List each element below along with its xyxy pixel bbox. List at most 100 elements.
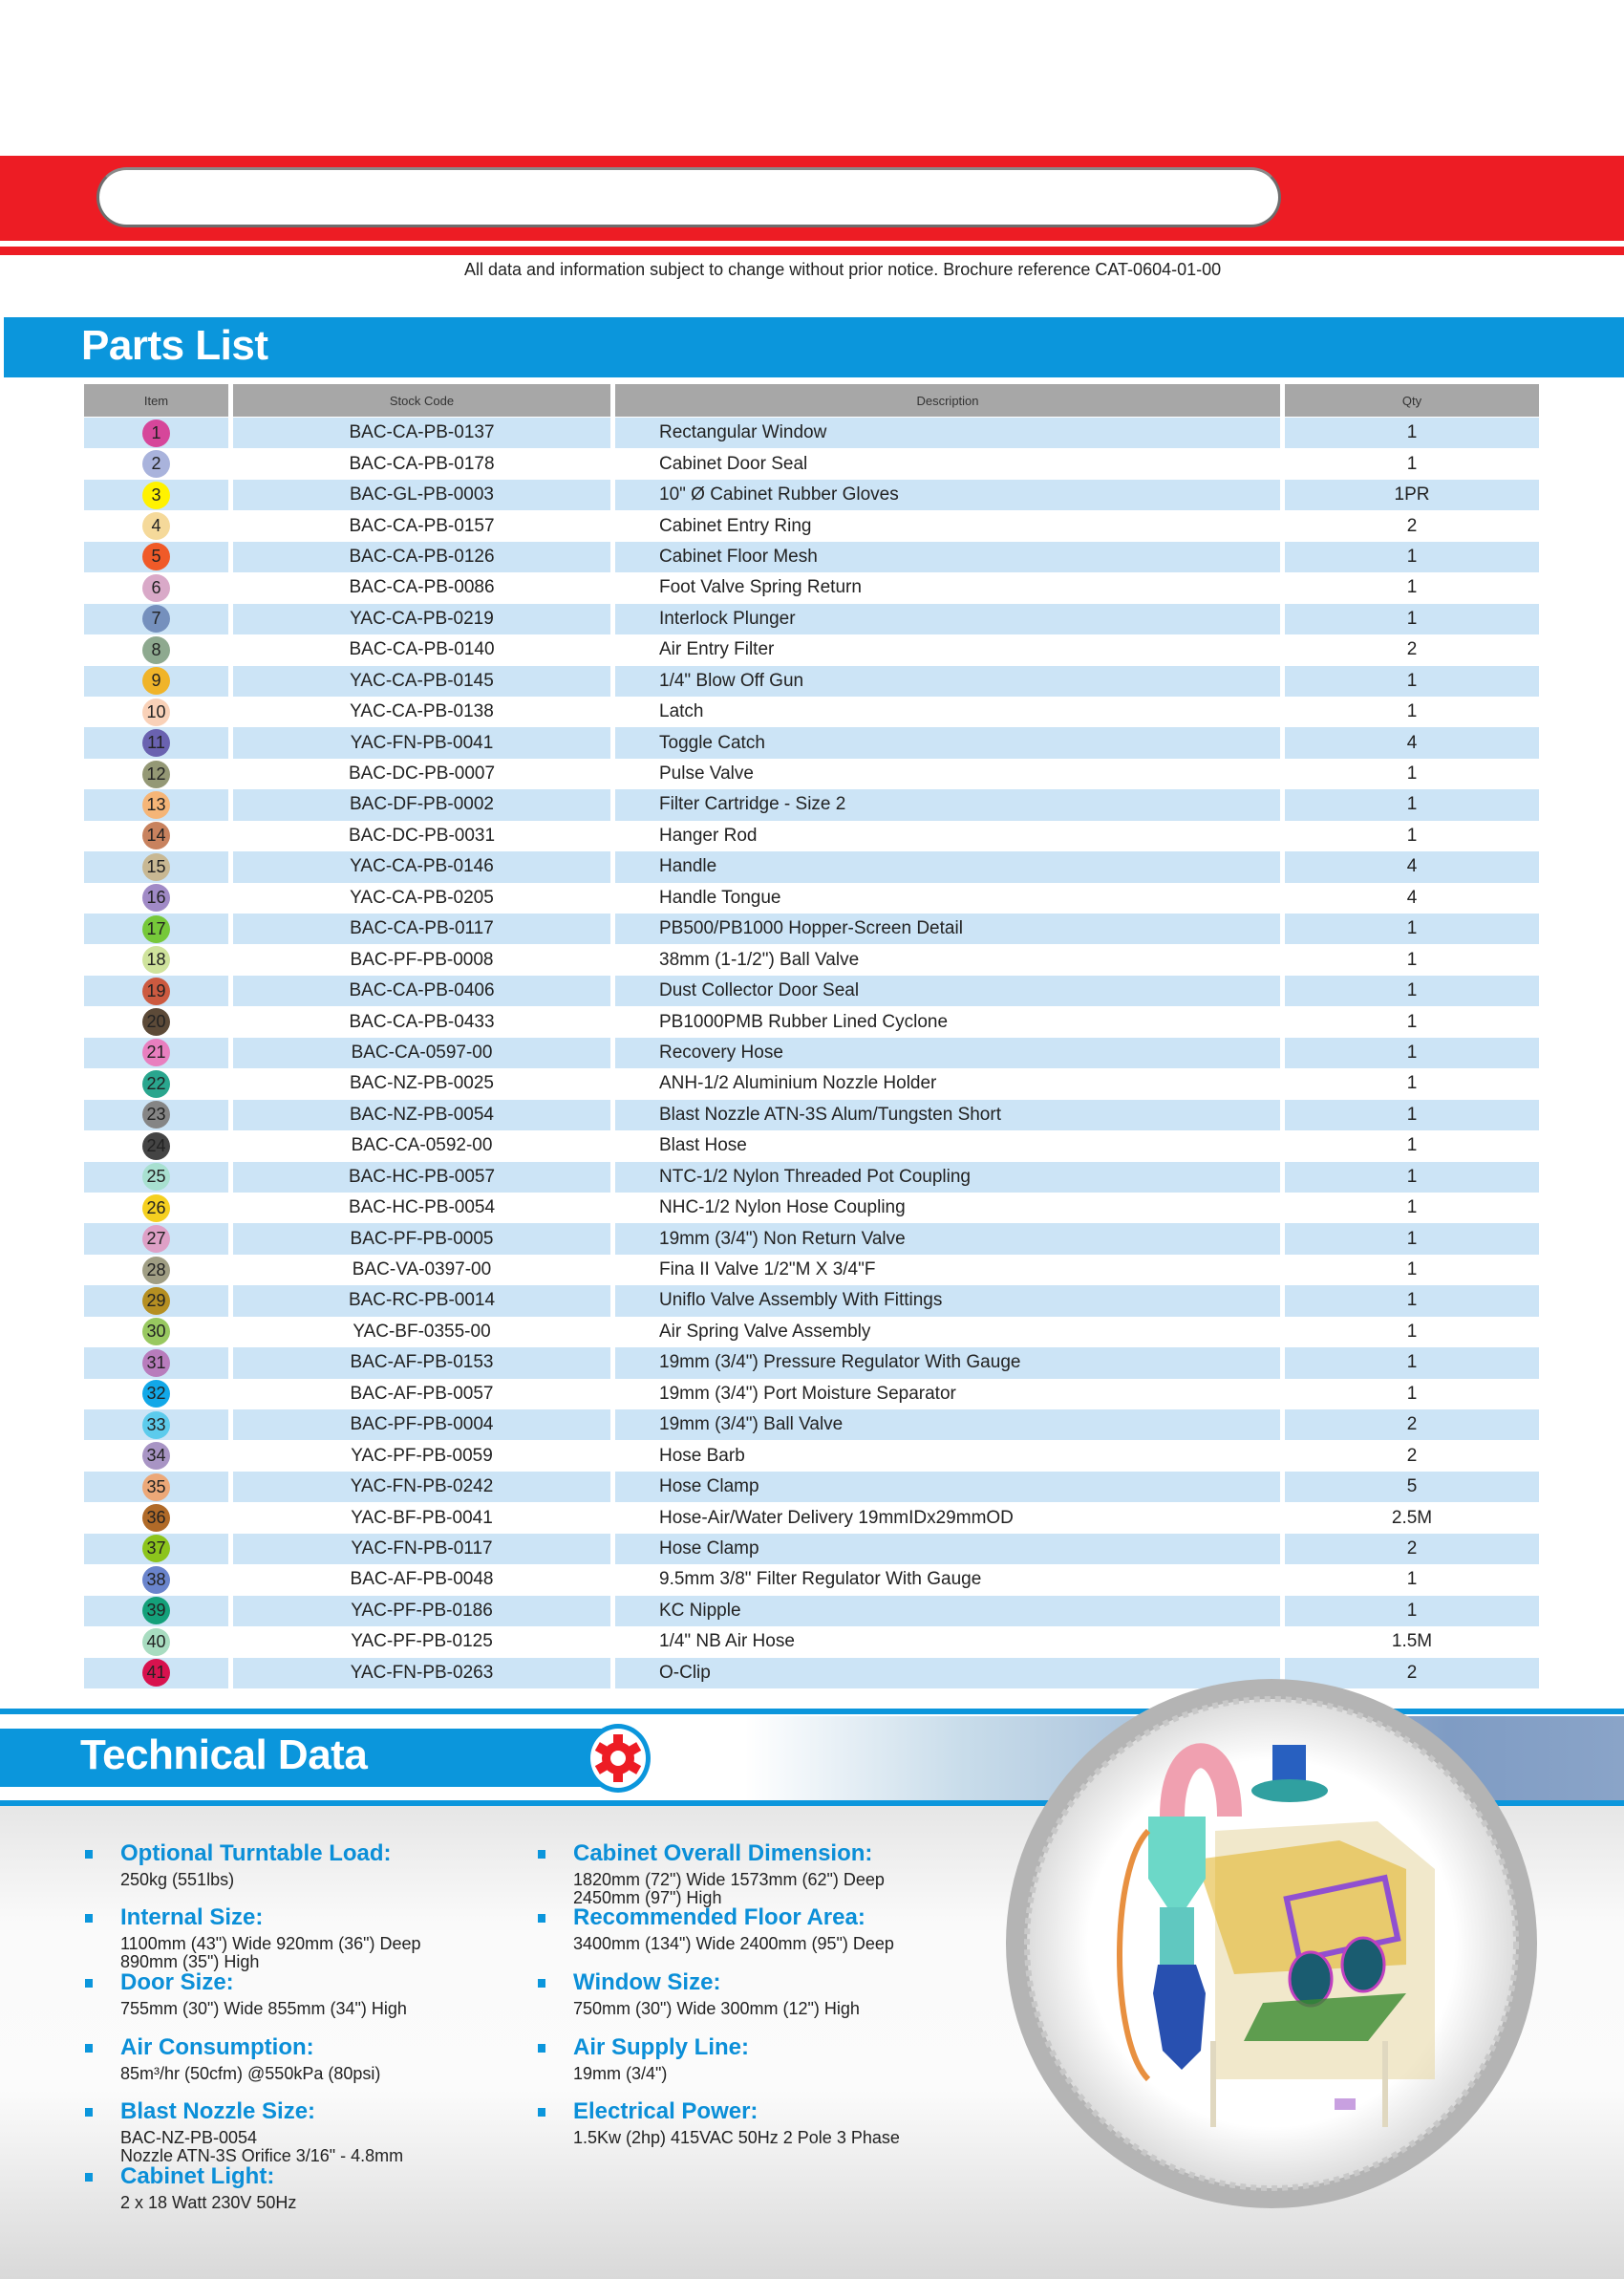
item-number-badge: 24 xyxy=(142,1131,170,1160)
description-cell: Cabinet Entry Ring xyxy=(659,515,812,536)
item-cell: 10 xyxy=(84,697,228,727)
table-row: 15 YAC-CA-PB-0146 Handle 4 xyxy=(84,851,1540,883)
stock-code-cell: YAC-PF-PB-0186 xyxy=(233,1595,610,1627)
description-cell: Cabinet Floor Mesh xyxy=(615,541,1280,573)
table-row: 29 BAC-RC-PB-0014 Uniflo Valve Assembly Wi… xyxy=(84,1285,1540,1317)
description-cell: 19mm (3/4") Non Return Valve xyxy=(615,1223,1280,1255)
description-cell: Blast Hose xyxy=(659,1135,747,1156)
table-row: 28 BAC-VA-0397-00 Fina II Valve 1/2"M X 3/… xyxy=(84,1255,1540,1285)
description-cell: 19mm (3/4") Ball Valve xyxy=(615,1409,1280,1441)
column-header-description: Description xyxy=(615,384,1280,417)
item-cell: 8 xyxy=(84,634,228,665)
item-number-badge: 21 xyxy=(142,1039,170,1067)
description-cell: Hose Clamp xyxy=(615,1533,1280,1565)
bullet-icon xyxy=(85,2108,93,2117)
item-number-badge: 28 xyxy=(142,1256,170,1284)
description-cell: Blast Nozzle ATN-3S Alum/Tungsten Short xyxy=(615,1099,1280,1131)
stock-code-cell: YAC-PF-PB-0125 xyxy=(351,1631,493,1652)
item-cell: 5 xyxy=(84,541,228,573)
item-cell: 1 xyxy=(84,418,228,449)
qty-cell: 1 xyxy=(1285,789,1539,821)
qty-cell: 2 xyxy=(1406,1445,1418,1466)
stock-code-cell: BAC-DC-PB-0031 xyxy=(348,825,496,846)
description-cell: Hose Barb xyxy=(659,1445,745,1466)
table-row: 36 YAC-BF-PB-0041 Hose-Air/Water Delivery … xyxy=(84,1502,1540,1533)
item-number-badge: 23 xyxy=(142,1101,170,1129)
qty-cell: 1 xyxy=(1406,763,1418,785)
qty-cell: 2 xyxy=(1285,1409,1539,1441)
bullet-icon xyxy=(538,1850,545,1859)
item-number-badge: 10 xyxy=(142,698,170,726)
item-cell: 19 xyxy=(84,975,228,1007)
description-cell: 19mm (3/4") Pressure Regulator With Gaug… xyxy=(615,1347,1280,1379)
spec-title: Cabinet Light: xyxy=(120,2163,275,2189)
stock-code-cell: BAC-CA-0592-00 xyxy=(351,1135,493,1156)
spec-title: Air Supply Line: xyxy=(573,2034,750,2060)
qty-cell: 1 xyxy=(1285,665,1539,697)
stock-code-cell: YAC-CA-PB-0205 xyxy=(350,887,494,908)
description-cell: Handle Tongue xyxy=(659,887,781,908)
item-cell: 14 xyxy=(84,821,228,851)
qty-cell: 1PR xyxy=(1285,479,1539,511)
item-cell: 18 xyxy=(84,944,228,975)
stock-code-cell: YAC-CA-PB-0138 xyxy=(350,701,494,722)
qty-cell: 2.5M xyxy=(1391,1507,1433,1528)
stock-code-cell: BAC-RC-PB-0014 xyxy=(233,1285,610,1317)
item-number-badge: 5 xyxy=(142,543,170,571)
description-cell: Foot Valve Spring Return xyxy=(659,577,862,598)
table-row: 12 BAC-DC-PB-0007 Pulse Valve 1 xyxy=(84,759,1540,789)
bullet-icon xyxy=(538,1979,545,1988)
item-number-badge: 26 xyxy=(142,1193,170,1222)
spec-value: 755mm (30") Wide 855mm (34") High xyxy=(120,1999,407,2018)
stock-code-cell: BAC-CA-PB-0157 xyxy=(349,515,495,536)
description-cell: Handle xyxy=(615,851,1280,883)
stock-code-cell: BAC-HC-PB-0057 xyxy=(233,1161,610,1193)
qty-cell: 1 xyxy=(1285,1285,1539,1317)
parts-list-banner xyxy=(4,317,1624,377)
item-number-badge: 7 xyxy=(142,605,170,634)
header-title-box xyxy=(96,167,1281,227)
spec-title: Air Consumption: xyxy=(120,2034,314,2060)
table-row: 37 YAC-FN-PB-0117 Hose Clamp 2 xyxy=(84,1533,1540,1565)
description-cell: ANH-1/2 Aluminium Nozzle Holder xyxy=(659,1073,937,1094)
table-row: 14 BAC-DC-PB-0031 Hanger Rod 1 xyxy=(84,821,1540,851)
description-cell: 1/4" NB Air Hose xyxy=(659,1631,795,1652)
spec-item: Optional Turntable Load: 250kg (551lbs) xyxy=(85,1840,392,1889)
stock-code-cell: BAC-GL-PB-0003 xyxy=(233,479,610,511)
qty-cell: 1 xyxy=(1285,1161,1539,1193)
qty-cell: 1 xyxy=(1285,1099,1539,1131)
item-number-badge: 4 xyxy=(142,512,170,541)
item-number-badge: 17 xyxy=(142,914,170,943)
stock-code-cell: YAC-FN-PB-0041 xyxy=(233,727,610,759)
item-number-badge: 35 xyxy=(142,1473,170,1501)
description-cell: Hose-Air/Water Delivery 19mmIDx29mmOD xyxy=(659,1507,1014,1528)
item-number-badge: 20 xyxy=(142,1008,170,1037)
table-row: 38 BAC-AF-PB-0048 9.5mm 3/8" Filter Regula… xyxy=(84,1564,1540,1595)
stock-code-cell: BAC-HC-PB-0054 xyxy=(348,1197,496,1218)
qty-cell: 2 xyxy=(1285,1533,1539,1565)
table-row: 13 BAC-DF-PB-0002 Filter Cartridge - Size … xyxy=(84,789,1540,821)
item-number-badge: 19 xyxy=(142,977,170,1005)
item-number-badge: 29 xyxy=(142,1286,170,1315)
notice-text: All data and information subject to chan… xyxy=(464,260,1091,279)
spec-title: Blast Nozzle Size: xyxy=(120,2098,316,2124)
item-cell: 21 xyxy=(84,1037,228,1069)
stock-code-cell: BAC-PF-PB-0004 xyxy=(233,1409,610,1441)
item-number-badge: 12 xyxy=(142,760,170,788)
description-cell: 1/4" Blow Off Gun xyxy=(615,665,1280,697)
item-cell: 37 xyxy=(84,1533,228,1565)
brochure-reference: CAT-0604-01-00 xyxy=(1095,260,1222,279)
bullet-icon xyxy=(538,1914,545,1923)
description-cell: 38mm (1-1/2") Ball Valve xyxy=(659,949,860,970)
stock-code-cell: BAC-CA-PB-0178 xyxy=(349,453,495,474)
stock-code-cell: BAC-PF-PB-0005 xyxy=(233,1223,610,1255)
table-row: 41 YAC-FN-PB-0263 O-Clip 2 xyxy=(84,1657,1540,1688)
item-cell: 27 xyxy=(84,1223,228,1255)
tech-divider-bottom xyxy=(0,1800,1624,1806)
description-cell: 9.5mm 3/8" Filter Regulator With Gauge xyxy=(659,1569,982,1590)
item-cell: 16 xyxy=(84,883,228,914)
item-number-badge: 27 xyxy=(142,1225,170,1254)
description-cell: 10" Ø Cabinet Rubber Gloves xyxy=(615,479,1280,511)
description-cell: O-Clip xyxy=(615,1657,1280,1688)
description-cell: Toggle Catch xyxy=(615,727,1280,759)
